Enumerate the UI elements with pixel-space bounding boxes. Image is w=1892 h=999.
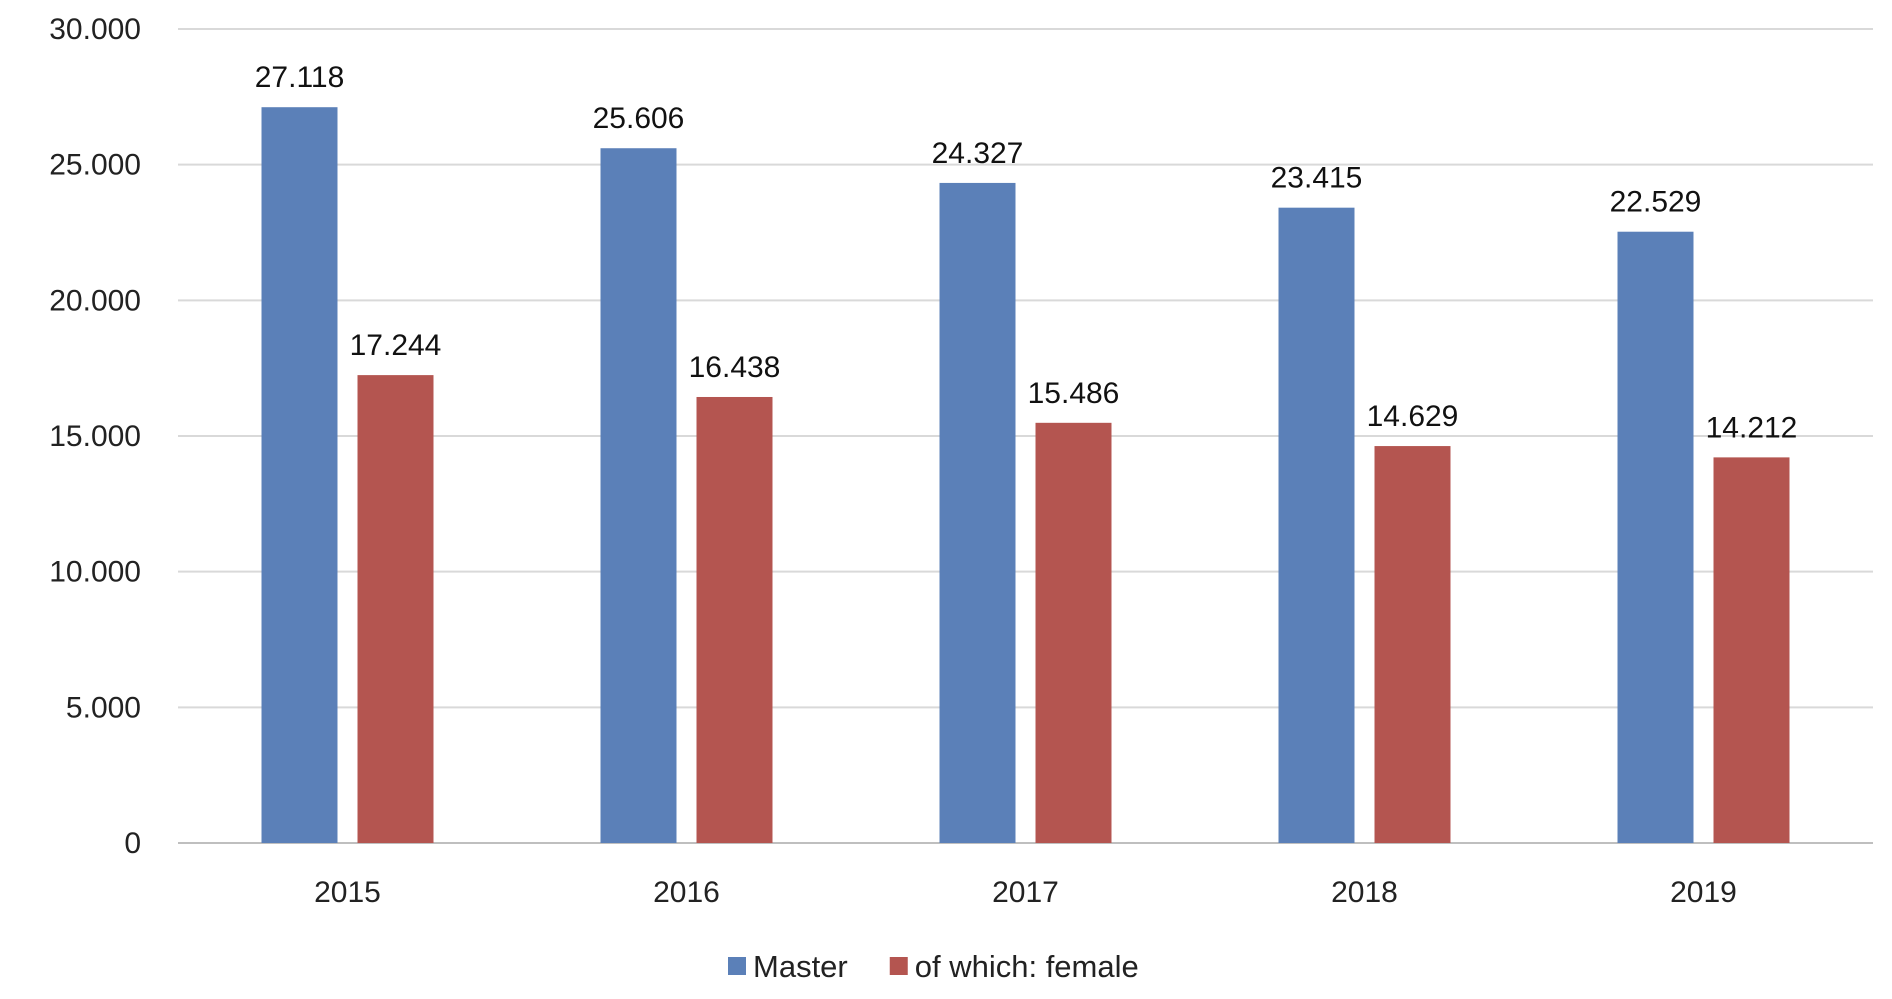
y-tick-label: 0 [124,827,141,860]
bar-master-2016 [600,148,677,843]
data-label: 17.244 [350,329,442,362]
y-tick-label: 15.000 [49,420,141,453]
bar-female-2016 [696,396,773,843]
legend-swatch-master [728,957,746,975]
bar-female-2017 [1035,422,1112,843]
data-label: 16.438 [689,351,781,384]
bars [261,107,1790,844]
y-tick-label: 20.000 [49,284,141,317]
data-label: 14.212 [1706,411,1798,444]
bar-female-2019 [1713,457,1790,843]
legend-label-master: Master [753,949,848,984]
x-tick-label: 2016 [653,876,720,909]
y-axis-tick-labels: 0 5.000 10.000 15.000 20.000 25.000 30.000 [49,13,141,860]
data-label: 15.486 [1028,377,1120,410]
bar-master-2015 [261,107,338,844]
bar-master-2017 [939,182,1016,844]
y-tick-label: 25.000 [49,149,141,182]
y-tick-label: 5.000 [66,691,141,724]
data-label: 22.529 [1610,186,1702,219]
gridlines [178,28,1873,844]
data-label: 14.629 [1367,400,1459,433]
data-labels: 27.118 17.244 25.606 16.438 24.327 15.486 23.4… [255,61,1798,444]
bar-female-2018 [1374,446,1451,843]
data-label: 27.118 [255,61,345,94]
legend-label-female: of which: female [915,949,1139,984]
legend-swatch-female [889,957,908,975]
y-tick-label: 10.000 [49,556,141,589]
x-tick-label: 2019 [1670,876,1737,909]
y-tick-label: 30.000 [49,13,141,46]
bar-master-2018 [1278,207,1355,844]
x-axis-tick-labels: 2015 2016 2017 2018 2019 [314,876,1737,909]
data-label: 23.415 [1271,162,1363,195]
data-label: 25.606 [593,102,685,135]
data-label: 24.327 [932,137,1024,170]
bar-female-2015 [357,375,434,843]
x-tick-label: 2015 [314,876,381,909]
bar-master-2019 [1617,231,1694,843]
x-tick-label: 2017 [992,876,1059,909]
x-tick-label: 2018 [1331,876,1398,909]
legend: Master of which: female [728,949,1139,984]
